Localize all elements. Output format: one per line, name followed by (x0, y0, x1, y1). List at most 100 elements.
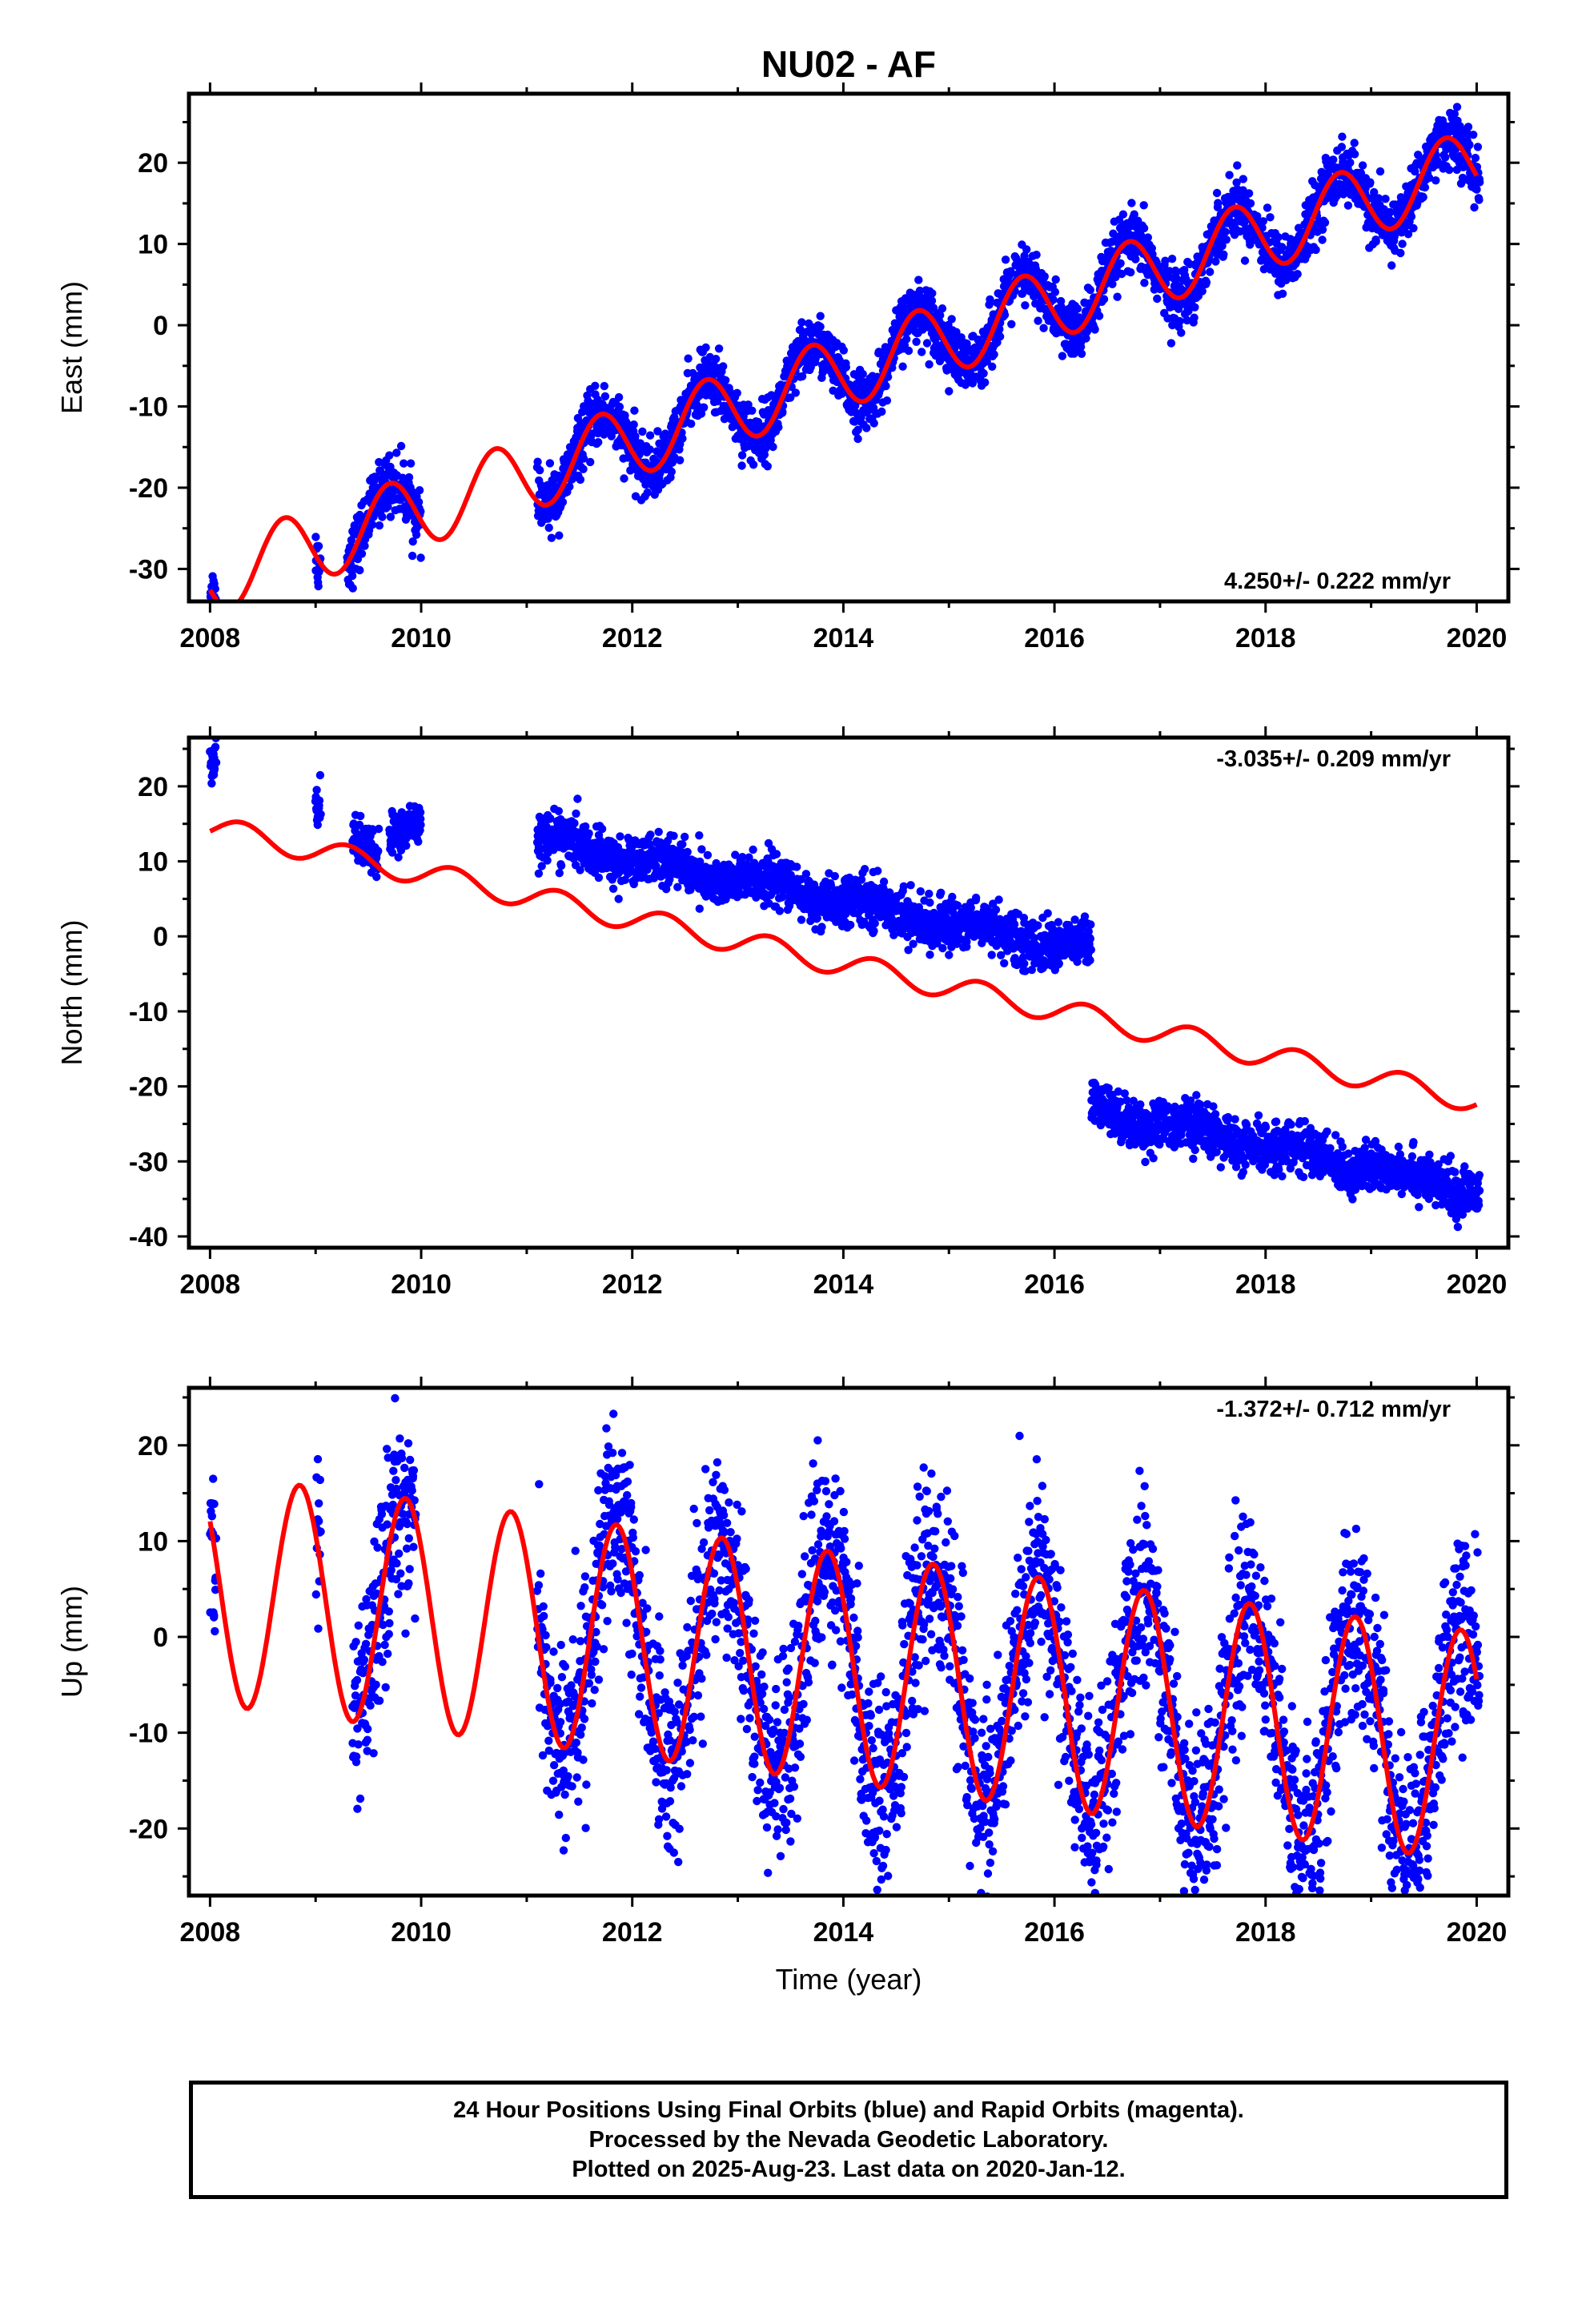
data-point (830, 871, 840, 881)
data-point (581, 822, 590, 831)
data-point (1320, 218, 1330, 227)
data-point (645, 445, 654, 454)
data-point (1094, 312, 1104, 320)
data-point (1350, 150, 1359, 159)
data-point (1140, 279, 1149, 287)
data-point (1077, 349, 1086, 358)
data-point (860, 865, 869, 874)
data-point (1127, 199, 1136, 207)
data-point (1211, 257, 1220, 266)
data-point (752, 893, 761, 902)
data-point (797, 318, 806, 327)
data-point (396, 441, 406, 451)
data-point (555, 869, 564, 878)
y-tick-label: -30 (129, 554, 168, 585)
data-point (1431, 176, 1440, 185)
data-point (1182, 316, 1191, 325)
data-point (1082, 334, 1090, 343)
data-point (987, 951, 996, 959)
data-point (656, 838, 665, 847)
data-point (408, 551, 417, 561)
data-point (971, 893, 981, 903)
data-point (374, 824, 383, 834)
data-point (938, 304, 947, 313)
data-point (315, 770, 325, 780)
data-point (211, 606, 219, 614)
data-point (772, 850, 781, 858)
data-point (207, 779, 216, 788)
data-point (1212, 188, 1222, 198)
data-point (1032, 251, 1041, 259)
data-point (1175, 316, 1184, 326)
data-point (357, 549, 367, 558)
data-point (406, 459, 416, 468)
data-point (712, 858, 721, 868)
data-point (1263, 203, 1272, 212)
data-point (748, 406, 757, 415)
data-point (1371, 237, 1380, 246)
data-point (937, 888, 946, 898)
data-point (797, 372, 807, 381)
data-point (1473, 143, 1483, 151)
data-point (738, 853, 747, 862)
data-point (1469, 131, 1478, 139)
data-point (681, 832, 689, 842)
data-point (869, 927, 878, 935)
data-point (916, 887, 926, 896)
data-point (385, 451, 394, 460)
data-point (1177, 328, 1186, 337)
data-point (938, 943, 947, 953)
data-point (1143, 233, 1153, 242)
data-point (986, 295, 994, 304)
data-point (311, 533, 320, 541)
data-point (1266, 213, 1275, 222)
data-point (597, 824, 607, 834)
data-point (1034, 316, 1042, 325)
data-point (386, 513, 396, 521)
data-point (1476, 178, 1484, 187)
data-point (906, 881, 915, 890)
data-point (573, 794, 582, 803)
data-point (1278, 289, 1287, 298)
data-point (565, 482, 574, 491)
data-point (207, 612, 215, 620)
data-point (656, 469, 665, 478)
data-point (616, 832, 624, 841)
data-point (1239, 175, 1248, 183)
data-point (1202, 278, 1211, 287)
data-point (813, 914, 821, 923)
data-point (1450, 110, 1460, 119)
data-point (615, 402, 624, 412)
data-point (676, 456, 685, 464)
data-point (1161, 256, 1170, 265)
data-point (545, 459, 555, 468)
data-point (1190, 313, 1199, 322)
data-point (979, 369, 988, 378)
data-point (313, 820, 322, 830)
data-point (1148, 250, 1157, 259)
data-point (1464, 123, 1473, 131)
data-point (1054, 959, 1064, 968)
data-point (416, 553, 425, 562)
data-point (1000, 311, 1010, 320)
data-point (687, 420, 696, 428)
data-point (1021, 301, 1030, 310)
data-point (853, 425, 862, 434)
y-tick-label: 20 (138, 148, 168, 179)
data-point (1338, 132, 1347, 141)
data-point (990, 350, 998, 359)
data-point (1054, 918, 1063, 927)
data-point (968, 379, 978, 388)
data-point (904, 346, 913, 356)
data-point (1131, 255, 1140, 263)
data-point (791, 388, 800, 397)
data-point (1184, 307, 1193, 316)
east-data-points (206, 103, 1484, 620)
data-point (926, 951, 934, 959)
data-point (877, 407, 886, 416)
data-point (922, 339, 932, 348)
y-tick-label: -10 (129, 392, 168, 423)
data-point (1366, 178, 1375, 187)
data-point (1111, 272, 1120, 282)
